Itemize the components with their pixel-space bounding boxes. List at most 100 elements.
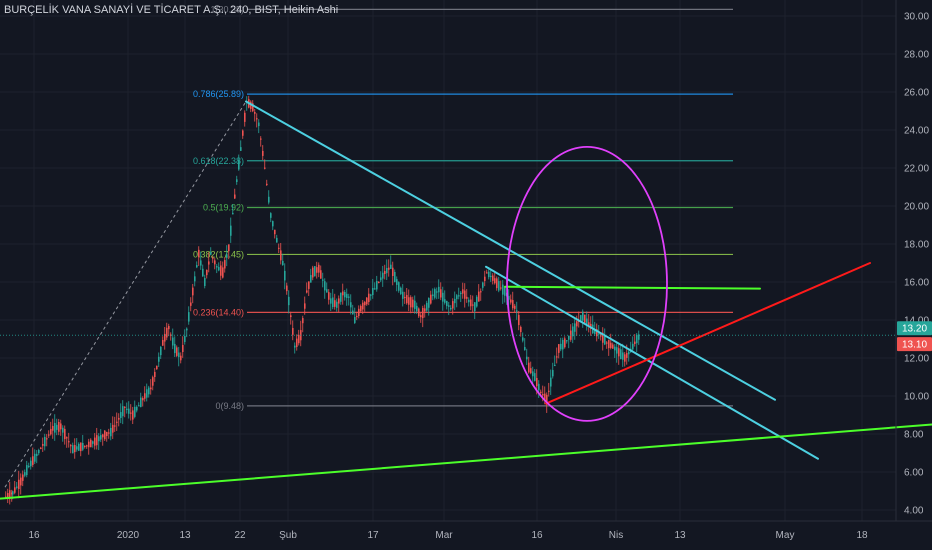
- fib-level-label: 1(30.35): [210, 4, 244, 14]
- candle-body: [336, 301, 338, 308]
- candle-body: [574, 323, 576, 332]
- candle-body: [338, 298, 340, 304]
- candle-body: [346, 293, 348, 299]
- candle-body: [462, 289, 464, 294]
- candle-body: [202, 268, 204, 277]
- candle-body: [36, 453, 38, 456]
- candle-body: [368, 293, 370, 302]
- fibonacci-retracement[interactable]: 1(30.35) 0.786(25.89) 0.618(22.38) 0.5(19.9…: [193, 4, 733, 411]
- candle-body: [366, 297, 368, 305]
- candle-body: [530, 368, 532, 374]
- candle-body: [162, 339, 164, 346]
- candle-body: [388, 267, 390, 270]
- candle-body: [542, 393, 544, 396]
- candle-body: [48, 434, 50, 436]
- candle-body: [352, 310, 354, 315]
- candle-body: [192, 287, 194, 296]
- candle-body: [404, 296, 406, 299]
- candle-body: [34, 453, 36, 462]
- candle-body: [532, 371, 534, 377]
- candle-body: [54, 423, 56, 433]
- price-tick-label: 22.00: [904, 164, 929, 175]
- candle-body: [490, 275, 492, 278]
- candle-body: [572, 326, 574, 337]
- price-tick-label: 8.00: [904, 430, 924, 441]
- candle-body: [160, 346, 162, 356]
- candle-body: [44, 436, 46, 447]
- candle-body: [220, 265, 222, 276]
- trendline-green-horizontal[interactable]: [504, 285, 761, 290]
- candle-body: [464, 290, 466, 299]
- time-tick-label: May: [776, 530, 795, 541]
- ellipse-annotation[interactable]: [506, 145, 668, 422]
- candle-body: [422, 307, 424, 319]
- candle-body: [170, 334, 172, 336]
- candle-body: [288, 296, 290, 306]
- candle-body: [456, 295, 458, 300]
- candle-body: [20, 477, 22, 486]
- candle-body: [84, 445, 86, 448]
- candle-body: [274, 229, 276, 235]
- candle-body: [484, 276, 486, 281]
- candle-body: [454, 298, 456, 304]
- candle-body: [78, 443, 80, 451]
- candle-body: [206, 269, 208, 276]
- candle-body: [480, 291, 482, 293]
- candle-body: [580, 315, 582, 323]
- candle-body: [632, 343, 634, 350]
- trendlines[interactable]: [0, 100, 932, 500]
- candle-body: [470, 299, 472, 307]
- candle-body: [576, 321, 578, 327]
- candle-body: [252, 103, 254, 112]
- candle-body: [548, 390, 550, 392]
- candle-body: [468, 299, 470, 303]
- candle-body: [216, 266, 218, 268]
- candle-body: [354, 317, 356, 323]
- highlight-ellipse[interactable]: [506, 145, 668, 422]
- price-badge: [897, 321, 932, 336]
- candle-body: [362, 302, 364, 310]
- candle-body: [504, 287, 506, 296]
- candle-body: [200, 260, 202, 266]
- time-tick-label: 13: [674, 530, 686, 541]
- candle-body: [142, 398, 144, 401]
- trendline-green-support[interactable]: [0, 423, 932, 500]
- candle-body: [178, 352, 180, 358]
- candle-body: [428, 298, 430, 308]
- candle-body: [282, 260, 284, 266]
- candle-body: [400, 287, 402, 294]
- trendline-cyan-upper[interactable]: [245, 100, 776, 401]
- candle-body: [312, 267, 314, 278]
- candle-body: [376, 280, 378, 290]
- fib-level-label: 0.618(22.38): [193, 156, 244, 166]
- time-axis[interactable]: 16 2020 13 22 Şub 17 Mar 16 Nis 13 May 18: [28, 530, 868, 541]
- candle-body: [364, 301, 366, 306]
- candle-body: [552, 370, 554, 377]
- candle-body: [436, 291, 438, 293]
- candle-body: [226, 254, 228, 258]
- candle-body: [500, 287, 502, 289]
- candle-body: [232, 212, 234, 215]
- candle-body: [410, 297, 412, 308]
- candle-body: [76, 446, 78, 450]
- trendline-red-uptrend[interactable]: [545, 262, 871, 405]
- price-axis[interactable]: 4.00 6.00 8.00 10.00 12.00 14.00 16.00 18.00 20.…: [904, 12, 929, 517]
- candle-body: [182, 345, 184, 352]
- candle-body: [90, 439, 92, 448]
- candle-body: [114, 425, 116, 427]
- candle-body: [194, 276, 196, 282]
- time-tick-label: Nis: [609, 530, 623, 541]
- time-tick-label: 2020: [117, 530, 140, 541]
- time-tick-label: Mar: [435, 530, 453, 541]
- candle-body: [594, 328, 596, 334]
- candle-body: [86, 445, 88, 447]
- candle-body: [396, 279, 398, 285]
- candle-body: [478, 291, 480, 302]
- candle-body: [442, 292, 444, 302]
- candle-body: [314, 266, 316, 277]
- candle-body: [272, 221, 274, 227]
- candle-body: [176, 347, 178, 356]
- candle-body: [304, 303, 306, 309]
- candle-body: [612, 344, 614, 349]
